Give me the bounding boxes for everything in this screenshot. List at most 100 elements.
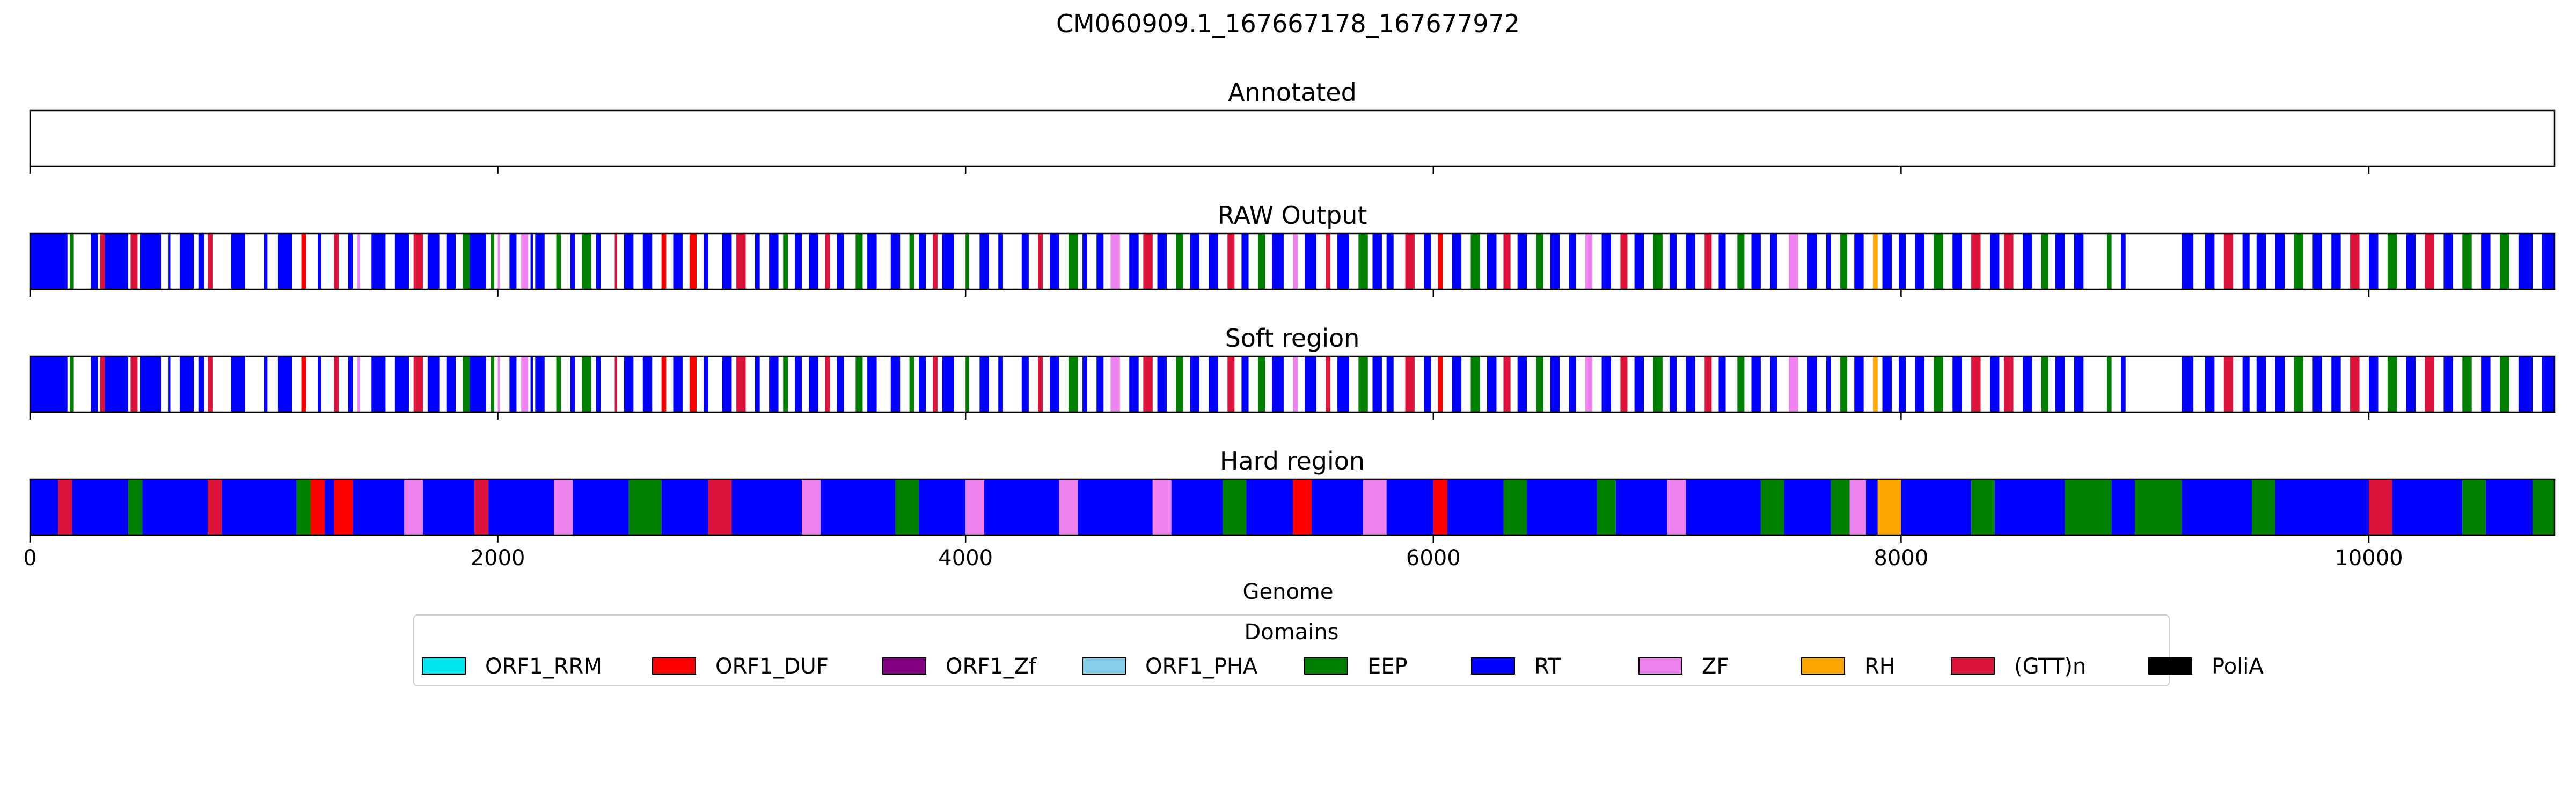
segment-soft-region-rt: [2331, 356, 2341, 412]
segment-hard-region-zf: [965, 479, 985, 535]
legend-swatch: [882, 657, 926, 675]
segment-soft-region-orf1-duf: [689, 356, 697, 412]
segment-raw-output-eep: [582, 233, 591, 289]
segment-soft-region-rt: [1989, 356, 2000, 412]
segment-soft-region-rt: [2275, 356, 2285, 412]
segment-soft-region-eep: [463, 356, 470, 412]
segment-raw-output-eep: [70, 233, 74, 289]
segment-raw-output-rt: [1569, 233, 1576, 289]
segment-hard-region-orf1-duf: [1293, 479, 1312, 535]
segment-soft-region-rt: [837, 356, 844, 412]
segment-raw-output-gtt-n: [1405, 233, 1415, 289]
segment-raw-output-rt: [509, 233, 517, 289]
segment-soft-region-rt: [277, 356, 292, 412]
segment-soft-region-rt: [2443, 356, 2453, 412]
segment-soft-region-eep: [491, 356, 495, 412]
segment-soft-region-rt: [394, 356, 409, 412]
segment-raw-output-gtt-n: [614, 233, 617, 289]
segment-raw-output-eep: [2500, 233, 2509, 289]
segment-soft-region-rt: [704, 356, 708, 412]
segment-hard-region-rt: [2392, 479, 2463, 535]
segment-soft-region-rt: [179, 356, 194, 412]
segment-soft-region-rt: [1452, 356, 1462, 412]
segment-raw-output-eep: [783, 233, 788, 289]
segment-soft-region-gtt-n: [1326, 356, 1331, 412]
segment-soft-region-gtt-n: [1503, 356, 1511, 412]
segment-raw-output-gtt-n: [1326, 233, 1331, 289]
segment-soft-region-rt: [867, 356, 877, 412]
segment-raw-output-rt: [722, 233, 732, 289]
segment-soft-region-rt: [264, 356, 268, 412]
segment-soft-region-eep: [1068, 356, 1078, 412]
segment-soft-region-rt: [1424, 356, 1431, 412]
segment-soft-region-rt: [1209, 356, 1218, 412]
segment-raw-output-rt: [979, 233, 989, 289]
segment-soft-region-rt: [1854, 356, 1864, 412]
segment-soft-region-rt: [1899, 356, 1906, 412]
segment-raw-output-rt: [1129, 233, 1139, 289]
segment-raw-output-rt: [1157, 233, 1167, 289]
segment-raw-output-gtt-n: [413, 233, 423, 289]
segment-raw-output-rt: [673, 233, 683, 289]
segment-soft-region-rt: [1770, 356, 1777, 412]
segment-raw-output-rt: [1209, 233, 1218, 289]
segment-raw-output-rt: [1386, 233, 1394, 289]
segment-raw-output-rt: [1082, 233, 1087, 289]
segment-hard-region-rt: [353, 479, 405, 535]
segment-soft-region-orf1-duf: [1438, 356, 1443, 412]
segment-raw-output-rt: [890, 233, 901, 289]
segment-raw-output-rt: [1807, 233, 1817, 289]
segment-raw-output-rt: [1854, 233, 1864, 289]
segment-raw-output-eep: [909, 233, 914, 289]
segment-soft-region-gtt-n: [614, 356, 617, 412]
segment-raw-output-rt: [1882, 233, 1892, 289]
segment-raw-output-zf: [1585, 233, 1593, 289]
segment-raw-output-gtt-n: [2004, 233, 2014, 289]
legend-title: Domains: [1244, 620, 1339, 645]
segment-raw-output-rt: [2275, 233, 2285, 289]
legend-label: ORF1_PHA: [1145, 654, 1258, 679]
segment-raw-output-rt: [2443, 233, 2453, 289]
segment-soft-region-rt: [890, 356, 901, 412]
segment-raw-output-rt: [795, 233, 802, 289]
segment-soft-region-eep: [2500, 356, 2509, 412]
segment-soft-region-rt: [998, 356, 1003, 412]
segment-hard-region-rt: [2182, 479, 2252, 535]
segment-raw-output-rt: [530, 233, 533, 289]
segment-soft-region-eep: [909, 356, 914, 412]
segment-hard-region-rt: [488, 479, 554, 535]
segment-soft-region-gtt-n: [1971, 356, 1981, 412]
segment-hard-region-rt: [1901, 479, 1972, 535]
segment-soft-region-rt: [2406, 356, 2416, 412]
segment-soft-region-rt: [2542, 356, 2555, 412]
segment-raw-output-gtt-n: [825, 233, 830, 289]
segment-soft-region-rt: [1372, 356, 1382, 412]
segment-soft-region-rt: [1082, 356, 1087, 412]
segment-raw-output-rt: [998, 233, 1003, 289]
track-title-hard-region: Hard region: [1220, 447, 1365, 475]
segment-hard-region-rt: [820, 479, 896, 535]
segment-raw-output-gtt-n: [1704, 233, 1712, 289]
segment-raw-output-rt: [2055, 233, 2065, 289]
segment-soft-region-rt: [2121, 356, 2126, 412]
segment-soft-region-rt: [769, 356, 779, 412]
legend-swatch: [1638, 657, 1682, 675]
segment-hard-region-rt: [1994, 479, 2065, 535]
segment-soft-region-rt: [530, 356, 533, 412]
segment-hard-region-zf: [1152, 479, 1172, 535]
segment-hard-region-eep: [895, 479, 919, 535]
segment-raw-output-rt: [2256, 233, 2266, 289]
legend-swatch: [1801, 657, 1845, 675]
segment-soft-region-gtt-n: [1620, 356, 1628, 412]
segment-raw-output-rt: [2022, 233, 2032, 289]
x-tick-label: 4000: [938, 546, 993, 570]
segment-raw-output-rt: [1424, 233, 1431, 289]
segment-soft-region-eep: [783, 356, 788, 412]
segment-raw-output-rt: [1601, 233, 1611, 289]
segment-hard-region-gtt-n: [58, 479, 72, 535]
segment-soft-region-rt: [1718, 356, 1726, 412]
segment-raw-output-orf1-duf: [661, 233, 667, 289]
track-title-annotated: Annotated: [1228, 78, 1357, 107]
segment-raw-output-rt: [470, 233, 486, 289]
segment-hard-region-rt: [2111, 479, 2135, 535]
